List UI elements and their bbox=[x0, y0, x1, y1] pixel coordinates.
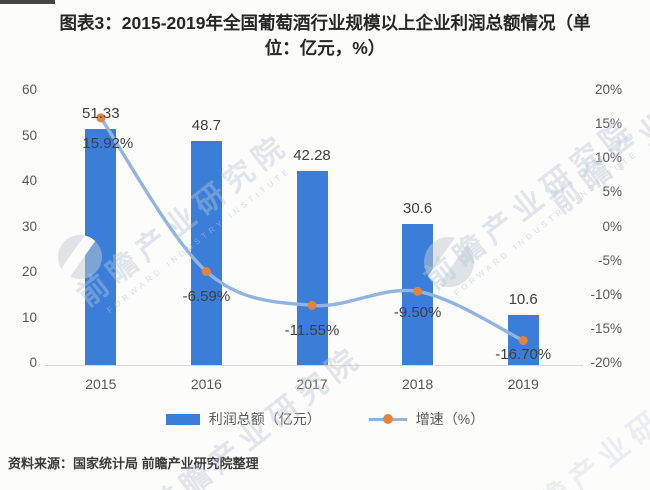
legend-item-profit: 利润总额（亿元） bbox=[165, 409, 321, 429]
left-axis-tick: 50 bbox=[21, 127, 37, 143]
chart-title-line1: 图表3：2015-2019年全国葡萄酒行业规模以上企业利润总额情况（单 bbox=[59, 13, 591, 33]
left-axis-tick: 0 bbox=[29, 355, 37, 370]
growth-value-label: -11.55% bbox=[284, 322, 340, 340]
plot-area: 60 50 40 30 20 10 0 20% 15% 10% 5% 0% -5% -10% -15% -2… bbox=[21, 82, 622, 393]
chart-title: 图表3：2015-2019年全国葡萄酒行业规模以上企业利润总额情况（单 位：亿元… bbox=[25, 11, 625, 62]
top-left-artifact bbox=[0, 0, 55, 4]
legend: 利润总额（亿元） 增速（%） bbox=[0, 409, 650, 429]
x-axis-label: 2019 bbox=[507, 376, 539, 392]
bar-value-label: 48.7 bbox=[191, 117, 221, 135]
chart-title-line2: 位：亿元，%） bbox=[264, 38, 386, 59]
left-axis-tick: 40 bbox=[21, 173, 37, 188]
right-axis-tick: 15% bbox=[594, 116, 622, 132]
line-swatch-icon bbox=[368, 413, 407, 425]
x-axis-label: 2015 bbox=[85, 376, 117, 392]
left-axis-tick: 10 bbox=[21, 309, 37, 325]
source-note: 资料来源：国家统计局 前瞻产业研究院整理 bbox=[8, 456, 259, 471]
right-axis-tick: -20% bbox=[590, 355, 622, 370]
growth-value-label: 15.92% bbox=[82, 134, 134, 152]
legend-label-profit: 利润总额（亿元） bbox=[208, 411, 321, 427]
legend-label-growth: 增速（%） bbox=[415, 411, 485, 427]
right-axis-tick: 20% bbox=[594, 82, 622, 97]
x-axis-label: 2016 bbox=[190, 376, 222, 392]
left-axis-tick: 30 bbox=[21, 218, 37, 234]
legend-item-growth: 增速（%） bbox=[368, 409, 485, 429]
growth-value-label: -6.59% bbox=[182, 288, 231, 306]
bar-value-label: 42.28 bbox=[293, 146, 331, 164]
right-axis-tick: -5% bbox=[597, 252, 622, 268]
right-axis-tick: -10% bbox=[590, 286, 622, 302]
data-labels-layer: 51.33 48.7 42.28 30.6 10.6 15.92% -6.59% -11.55… bbox=[82, 105, 552, 364]
growth-value-label: -9.50% bbox=[393, 304, 442, 322]
growth-value-label: -16.70% bbox=[495, 346, 552, 364]
bar-value-label: 30.6 bbox=[402, 199, 433, 217]
left-axis-tick: 20 bbox=[21, 264, 37, 279]
right-axis-tick: -15% bbox=[590, 320, 622, 336]
bar-value-label: 10.6 bbox=[508, 290, 538, 308]
right-axis-tick: 5% bbox=[602, 184, 622, 200]
left-axis-tick: 60 bbox=[21, 82, 37, 97]
bar-value-label: 51.33 bbox=[82, 105, 120, 123]
right-axis-tick: 0% bbox=[602, 218, 622, 234]
bar-swatch-icon bbox=[165, 413, 200, 425]
right-axis-tick: 10% bbox=[594, 150, 622, 166]
x-axis-label: 2017 bbox=[296, 376, 328, 392]
x-axis-line bbox=[45, 365, 583, 366]
x-axis-label: 2018 bbox=[402, 376, 434, 392]
